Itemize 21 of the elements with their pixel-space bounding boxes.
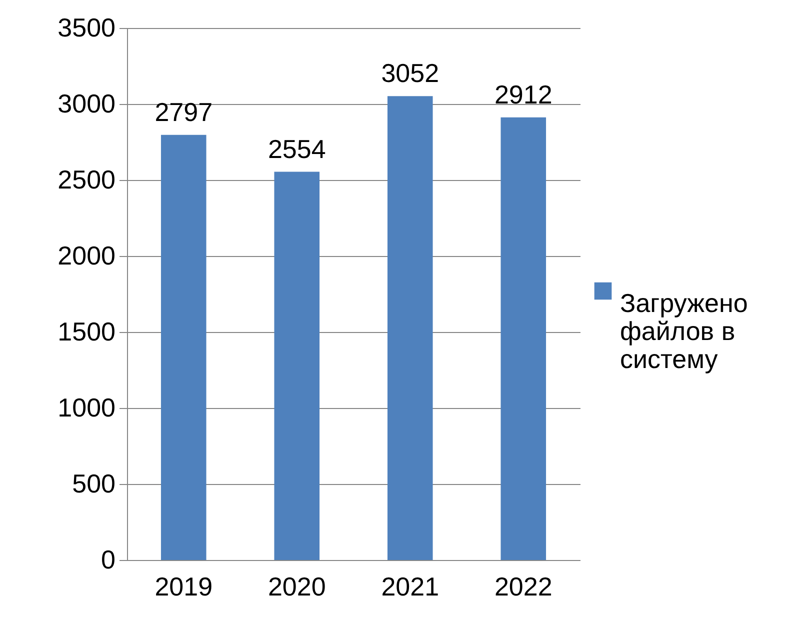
data-label: 3052: [381, 58, 440, 88]
y-tick-label: 3500: [58, 12, 116, 42]
legend-label: Загружено файлов в систему: [620, 288, 748, 374]
y-tick-label: 1500: [58, 316, 116, 346]
y-tick-label: 500: [72, 468, 116, 498]
bar: [387, 96, 433, 560]
data-label: 2912: [494, 79, 552, 110]
x-tick-label: 2020: [268, 572, 326, 602]
y-tick-label: 1000: [58, 392, 116, 422]
y-tick-label: 2500: [58, 164, 116, 194]
y-tick-label: 0: [101, 544, 116, 574]
y-tick-label: 3000: [58, 88, 116, 118]
bar: [274, 172, 320, 560]
x-tick-label: 2019: [154, 572, 213, 602]
y-tick-label: 2000: [58, 240, 116, 270]
data-label: 2797: [154, 96, 213, 127]
x-tick-label: 2021: [381, 572, 440, 602]
data-label: 2554: [268, 134, 326, 164]
bar: [160, 134, 206, 560]
x-tick-label: 2022: [494, 572, 552, 602]
bar: [500, 117, 546, 560]
